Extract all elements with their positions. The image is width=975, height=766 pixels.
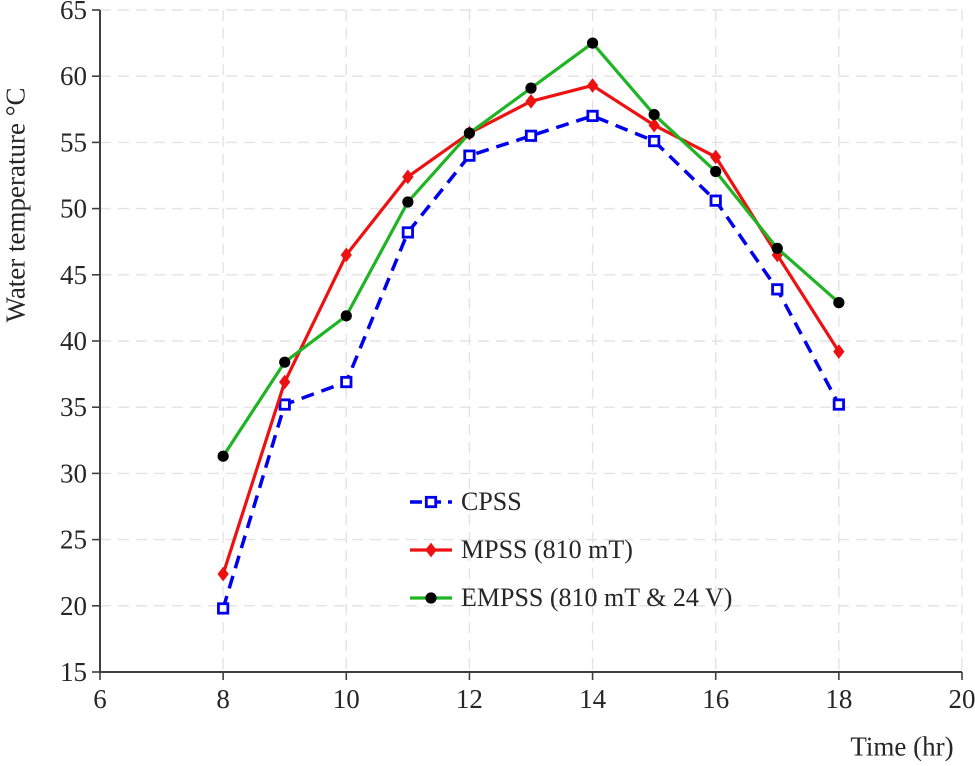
- svg-text:65: 65: [60, 0, 87, 25]
- svg-text:16: 16: [702, 684, 729, 714]
- svg-text:50: 50: [60, 194, 87, 224]
- mpss-line-marker-icon: [410, 542, 452, 558]
- svg-text:30: 30: [60, 458, 87, 488]
- cpss-line-marker-icon: [410, 495, 452, 509]
- legend-label: CPSS: [461, 487, 522, 516]
- legend-item-mpss: MPSS (810 mT): [410, 526, 732, 574]
- svg-text:55: 55: [60, 127, 87, 157]
- svg-text:15: 15: [60, 657, 87, 687]
- svg-text:45: 45: [60, 260, 87, 290]
- svg-text:8: 8: [216, 684, 230, 714]
- svg-text:6: 6: [93, 684, 107, 714]
- legend-label: EMPSS (810 mT & 24 V): [461, 583, 733, 612]
- svg-text:10: 10: [333, 684, 360, 714]
- svg-text:20: 20: [60, 591, 87, 621]
- svg-text:35: 35: [60, 392, 87, 422]
- svg-text:60: 60: [60, 61, 87, 91]
- legend-item-empss: EMPSS (810 mT & 24 V): [410, 574, 732, 622]
- legend-item-cpss: CPSS: [410, 478, 732, 526]
- svg-text:25: 25: [60, 525, 87, 555]
- svg-text:40: 40: [60, 326, 87, 356]
- x-axis-label: Time (hr): [850, 731, 954, 762]
- svg-text:20: 20: [949, 684, 975, 714]
- legend-label: MPSS (810 mT): [461, 535, 633, 564]
- svg-text:18: 18: [825, 684, 852, 714]
- svg-text:14: 14: [579, 684, 607, 714]
- svg-text:12: 12: [456, 684, 483, 714]
- empss-line-marker-icon: [410, 592, 452, 604]
- y-axis-label: Water temperature °C: [0, 87, 31, 323]
- legend: CPSS MPSS (810 mT) EMPSS (810 mT & 24 V): [410, 478, 732, 622]
